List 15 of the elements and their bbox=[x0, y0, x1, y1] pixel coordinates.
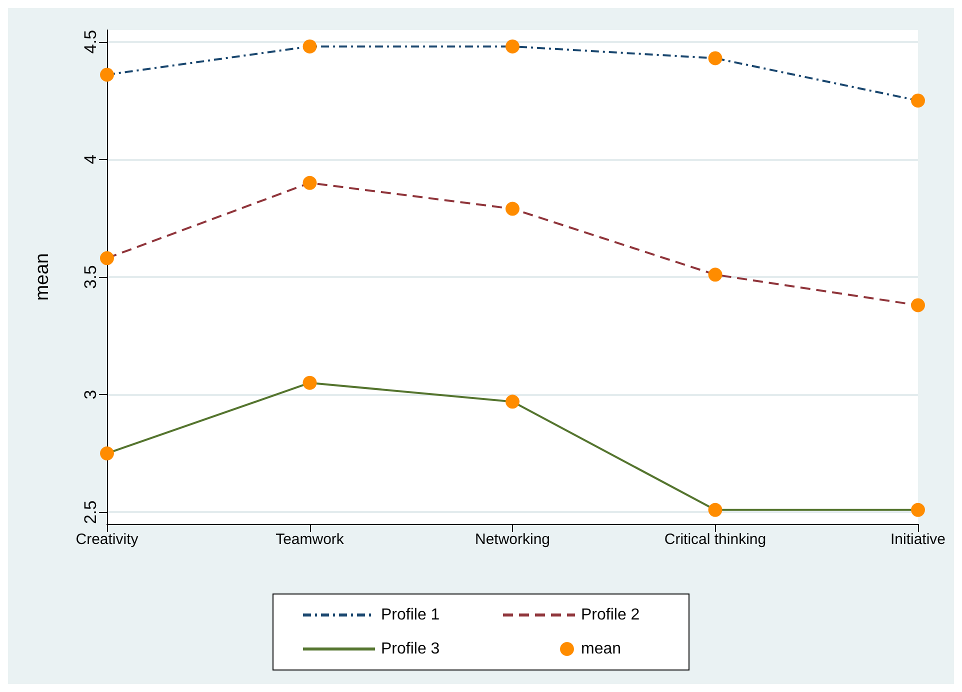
y-tick-label: 2.5 bbox=[81, 500, 100, 524]
legend-label: Profile 1 bbox=[381, 606, 440, 624]
y-axis-title: mean bbox=[32, 253, 53, 301]
x-tick-label: Initiative bbox=[890, 531, 946, 548]
x-tick-label: Teamwork bbox=[276, 531, 344, 548]
x-tick-label: Creativity bbox=[76, 531, 139, 548]
x-tick-label: Networking bbox=[474, 531, 550, 548]
legend-label: Profile 2 bbox=[581, 606, 640, 624]
y-tick-label: 4.5 bbox=[81, 30, 100, 54]
legend-label: Profile 3 bbox=[381, 640, 440, 658]
y-tick-label: 3 bbox=[81, 390, 100, 400]
legend-label: mean bbox=[581, 640, 622, 658]
y-tick-label: 4 bbox=[81, 154, 100, 164]
y-tick-label: 3.5 bbox=[81, 265, 100, 289]
x-tick-label: Critical thinking bbox=[664, 531, 766, 548]
